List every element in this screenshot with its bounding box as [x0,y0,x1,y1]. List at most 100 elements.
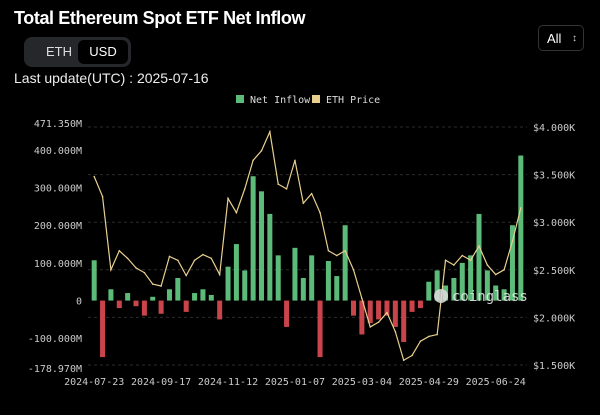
inflow-bar [309,255,315,301]
inflow-bar [468,255,474,301]
inflow-bar [476,213,482,301]
up-down-chevron-icon: ↕ [572,33,577,44]
inflow-bar [317,300,323,358]
eth-price-point [227,197,229,200]
left-tick-label: 300.000M [34,184,82,195]
inflow-bar [426,281,432,301]
inflow-bar [175,277,181,301]
inflow-bar [401,300,407,343]
eth-price-point [453,264,455,266]
inflow-bar [233,244,239,301]
inflow-bar [158,300,164,314]
inflow-bar [409,300,415,312]
inflow-bar [217,300,223,320]
inflow-bar [200,289,206,301]
inflow-bar [325,261,331,301]
x-tick-label: 2024-11-12 [198,377,258,388]
inflow-bar [208,294,214,301]
eth-price-point [335,254,338,257]
eth-price-point [210,257,213,260]
eth-price-point [486,264,489,266]
eth-price-point [344,249,346,252]
legend-swatch [312,95,320,103]
eth-price-point [168,255,171,258]
inflow-bar [359,300,365,335]
eth-price-point [252,159,254,162]
currency-toggle[interactable]: ETH USD [24,37,131,67]
legend-label: ETH Price [326,95,380,106]
x-tick-label: 2025-04-29 [399,377,459,388]
watermark: coinglass [452,289,528,305]
inflow-bar [367,300,373,324]
toggle-eth[interactable]: ETH [46,44,72,59]
left-tick-label: -100.000M [28,334,82,345]
eth-price-point [110,269,112,271]
inflow-bar [292,247,298,301]
chart-title: Total Ethereum Spot ETF Net Inflow [14,8,306,28]
x-tick-label: 2024-07-23 [64,377,124,388]
eth-price-point [202,253,204,256]
eth-price-point [151,283,154,285]
inflow-bar [250,176,256,301]
range-select[interactable]: All ↕ [538,25,584,51]
eth-price-point [302,202,305,204]
left-tick-label: 0 [76,297,82,308]
inflow-bar [242,270,248,301]
eth-price-point [520,207,522,209]
inflow-bar [141,300,147,316]
right-tick-label: $3.000K [533,218,575,229]
toggle-usd[interactable]: USD [78,40,128,64]
eth-price-point [402,359,405,362]
inflow-bar [484,270,490,301]
inflow-bar [300,277,306,301]
inflow-bar [342,225,348,301]
x-tick-label: 2025-06-24 [466,377,526,388]
eth-price-point [185,274,188,277]
eth-price-point [101,195,104,198]
left-tick-label: 400.000M [34,146,82,157]
right-tick-label: $1.500K [533,361,575,372]
eth-price-point [461,254,464,257]
eth-price-point [494,273,497,276]
eth-price-point [294,159,296,162]
inflow-bar [258,191,264,301]
eth-price-point [419,340,422,343]
eth-price-point [193,259,196,262]
inflow-bar [192,293,198,301]
inflow-bar [150,296,156,301]
inflow-bar [125,293,131,301]
eth-price-point [277,183,280,185]
inflow-bar [417,300,423,309]
eth-price-point [427,335,430,338]
right-tick-label: $2.000K [533,313,575,324]
eth-price-point [369,326,372,328]
inflow-bar [501,289,507,301]
left-tick-label: 100.000M [34,259,82,270]
eth-price-line [93,129,522,362]
eth-price-point [285,188,288,190]
inflow-bar [267,213,273,301]
eth-price-point [160,285,162,287]
eth-price-point [511,240,514,243]
eth-price-point [319,211,321,214]
inflow-bar [225,266,231,301]
inflow-bar [116,300,122,309]
coinglass-logo-icon [434,289,448,303]
inflow-bar [434,270,440,301]
eth-price-point [411,354,413,357]
eth-price-point [269,130,271,133]
inflow-bar [509,225,515,301]
eth-price-point [444,259,447,262]
inflow-bar [108,289,114,301]
inflow-bar [91,260,97,301]
inflow-bar [133,300,139,307]
inflow-bar [451,277,457,301]
eth-price-point [394,330,397,333]
right-tick-label: $3.500K [533,171,575,182]
legend-swatch [236,95,244,103]
inflow-bar [384,300,390,316]
left-tick-label: -178.970M [28,364,82,375]
legend-label: Net Inflow [250,95,311,106]
inflow-bar [275,255,281,301]
